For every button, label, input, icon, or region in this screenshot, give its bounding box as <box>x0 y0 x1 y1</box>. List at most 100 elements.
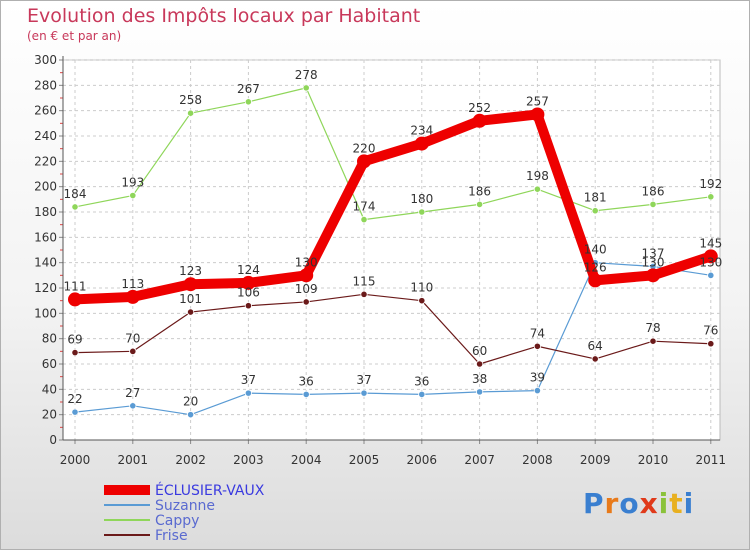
data-point <box>533 386 542 395</box>
data-label: 180 <box>410 192 433 206</box>
data-point <box>183 277 198 292</box>
y-tick-label: 260 <box>34 104 57 118</box>
data-label: 124 <box>237 263 260 277</box>
data-point <box>244 389 252 397</box>
data-point <box>646 268 660 283</box>
series-line-3 <box>74 293 712 365</box>
data-point <box>71 408 79 416</box>
data-label: 140 <box>584 243 607 257</box>
data-point <box>533 342 542 350</box>
legend-label: Frise <box>155 528 188 544</box>
data-point <box>475 388 484 396</box>
y-tick-label: 220 <box>34 154 57 168</box>
y-tick-label: 40 <box>42 382 57 396</box>
data-label: 36 <box>299 374 314 388</box>
data-point <box>129 191 137 200</box>
x-tick-label: 2004 <box>291 453 322 467</box>
data-point <box>187 411 195 419</box>
data-label: 192 <box>699 177 722 191</box>
data-point <box>357 154 371 169</box>
data-label: 69 <box>67 333 82 347</box>
x-tick-label: 2003 <box>233 453 264 467</box>
data-point <box>530 107 545 122</box>
y-tick-label: 0 <box>49 433 57 447</box>
logo-letter: i <box>683 487 695 520</box>
logo-letter: P <box>583 487 605 520</box>
data-label: 130 <box>699 255 722 269</box>
series-line-0 <box>70 109 716 305</box>
y-tick-label: 140 <box>34 256 57 270</box>
y-tick-label: 80 <box>42 332 57 346</box>
y-tick-label: 100 <box>34 306 57 320</box>
data-label: 220 <box>353 141 376 155</box>
data-point <box>418 297 426 305</box>
data-point <box>533 185 542 193</box>
data-label: 186 <box>642 184 665 198</box>
data-label: 234 <box>410 124 433 138</box>
x-tick-label: 2000 <box>60 453 91 467</box>
logo-letter: t <box>669 487 684 520</box>
data-label: 101 <box>179 292 202 306</box>
data-label: 22 <box>67 392 82 406</box>
data-label: 278 <box>295 68 318 82</box>
data-label: 109 <box>295 282 318 296</box>
x-tick-label: 2009 <box>580 453 611 467</box>
data-point <box>71 348 79 357</box>
x-tick-label: 2008 <box>522 453 553 467</box>
plot-area <box>62 59 721 441</box>
x-tick-label: 2001 <box>118 453 149 467</box>
data-point <box>125 289 140 304</box>
data-label: 78 <box>645 321 660 335</box>
data-label: 186 <box>468 184 491 198</box>
data-label: 111 <box>64 279 87 293</box>
data-label: 130 <box>295 255 318 269</box>
data-point <box>68 292 82 307</box>
data-point <box>649 200 657 208</box>
data-point <box>244 302 252 310</box>
logo-letter: r <box>604 487 620 520</box>
legend-label: Cappy <box>155 513 199 529</box>
data-label: 110 <box>410 281 433 295</box>
data-label: 137 <box>642 246 665 260</box>
data-point <box>71 203 79 211</box>
data-label: 126 <box>584 260 607 274</box>
data-label: 257 <box>526 94 549 108</box>
y-tick-label: 60 <box>42 357 57 371</box>
data-point <box>244 98 252 106</box>
logo-letter: i <box>658 487 670 520</box>
data-point <box>588 273 603 288</box>
data-label: 123 <box>179 264 202 278</box>
chart-subtitle: (en € et par an) <box>27 29 122 43</box>
series-line-2 <box>74 87 712 221</box>
data-point <box>418 390 426 398</box>
y-tick-label: 240 <box>34 129 57 143</box>
data-label: 64 <box>588 339 603 353</box>
data-point <box>129 402 137 410</box>
data-point <box>360 290 368 298</box>
y-tick-label: 300 <box>34 53 57 67</box>
data-label: 267 <box>237 82 260 96</box>
chart-title: Evolution des Impôts locaux par Habitant <box>27 5 421 27</box>
data-label: 39 <box>530 371 545 385</box>
x-tick-label: 2007 <box>464 453 495 467</box>
data-label: 106 <box>237 286 260 300</box>
y-tick-label: 200 <box>34 180 57 194</box>
proxiti-logo: Proxiti <box>583 487 694 520</box>
x-tick-label: 2005 <box>349 453 380 467</box>
y-tick-label: 280 <box>34 78 57 92</box>
data-label: 130 <box>642 255 665 269</box>
y-tick-label: 180 <box>34 205 57 219</box>
data-point <box>418 208 426 216</box>
data-point <box>414 136 429 151</box>
data-point <box>707 340 715 348</box>
data-label: 174 <box>353 200 376 214</box>
x-tick-label: 2006 <box>407 453 438 467</box>
data-point <box>472 113 487 128</box>
data-point <box>299 268 314 283</box>
data-label: 76 <box>703 324 718 338</box>
y-tick-label: 120 <box>34 281 57 295</box>
data-point <box>707 271 715 279</box>
data-point <box>591 207 599 215</box>
data-point <box>302 390 310 398</box>
